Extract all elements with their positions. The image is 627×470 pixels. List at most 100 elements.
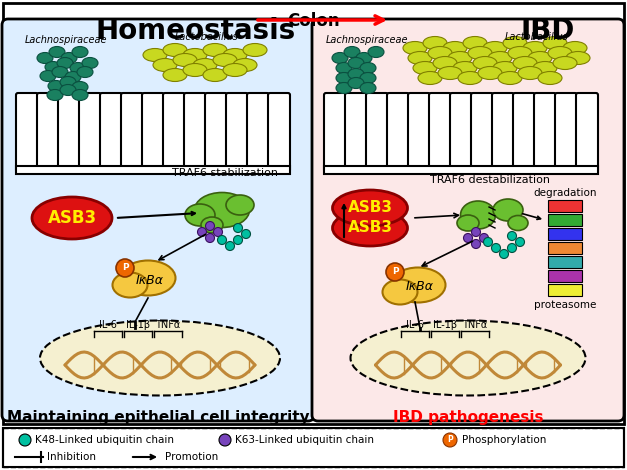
Ellipse shape — [348, 69, 364, 79]
Ellipse shape — [77, 66, 93, 78]
Ellipse shape — [185, 204, 215, 226]
Ellipse shape — [523, 41, 547, 55]
Ellipse shape — [203, 69, 227, 81]
Ellipse shape — [438, 66, 462, 79]
Ellipse shape — [418, 71, 442, 85]
Ellipse shape — [183, 63, 207, 77]
Ellipse shape — [194, 193, 250, 227]
Text: IκBα: IκBα — [406, 281, 434, 293]
Ellipse shape — [201, 217, 223, 233]
Ellipse shape — [563, 41, 587, 55]
Circle shape — [492, 243, 500, 252]
Ellipse shape — [223, 48, 247, 62]
Ellipse shape — [413, 62, 437, 75]
Ellipse shape — [173, 54, 197, 66]
FancyBboxPatch shape — [79, 93, 101, 172]
Text: Lachnospiraceae: Lachnospiraceae — [326, 35, 409, 45]
FancyBboxPatch shape — [576, 93, 598, 172]
Ellipse shape — [193, 58, 217, 71]
Ellipse shape — [226, 195, 254, 215]
Ellipse shape — [528, 52, 552, 64]
Text: ASB3: ASB3 — [48, 209, 97, 227]
Ellipse shape — [468, 47, 492, 60]
Circle shape — [500, 250, 508, 259]
FancyBboxPatch shape — [226, 93, 248, 172]
FancyBboxPatch shape — [492, 93, 514, 172]
Bar — [548, 228, 582, 240]
FancyBboxPatch shape — [366, 93, 388, 172]
Text: P: P — [447, 436, 453, 445]
Ellipse shape — [453, 62, 477, 75]
FancyBboxPatch shape — [408, 93, 430, 172]
Bar — [3, 3, 624, 424]
FancyBboxPatch shape — [429, 93, 451, 172]
Text: proteasome: proteasome — [534, 300, 596, 310]
Bar — [548, 270, 582, 282]
Text: Lactobacillus: Lactobacillus — [175, 32, 239, 42]
Ellipse shape — [70, 63, 86, 73]
Bar — [3, 428, 624, 467]
Text: IL-6: IL-6 — [99, 320, 117, 330]
Ellipse shape — [243, 44, 267, 56]
Ellipse shape — [48, 80, 64, 92]
Text: Colon: Colon — [287, 12, 339, 30]
FancyBboxPatch shape — [345, 93, 367, 172]
Ellipse shape — [391, 267, 446, 303]
Ellipse shape — [49, 47, 65, 57]
FancyBboxPatch shape — [534, 93, 556, 172]
Text: IBD: IBD — [520, 17, 575, 45]
Circle shape — [480, 234, 488, 243]
FancyBboxPatch shape — [450, 93, 472, 172]
Text: TNFα: TNFα — [155, 320, 181, 330]
Ellipse shape — [350, 321, 586, 395]
Circle shape — [198, 227, 206, 236]
Circle shape — [472, 227, 480, 236]
Ellipse shape — [458, 71, 482, 85]
Ellipse shape — [533, 62, 557, 75]
Bar — [324, 166, 598, 174]
Ellipse shape — [460, 201, 495, 229]
Ellipse shape — [336, 63, 352, 73]
Text: Lachnospiraceae: Lachnospiraceae — [25, 35, 107, 45]
FancyBboxPatch shape — [16, 93, 38, 172]
Circle shape — [233, 224, 243, 233]
Ellipse shape — [336, 72, 352, 84]
Circle shape — [206, 234, 214, 243]
Text: Phosphorylation: Phosphorylation — [462, 435, 546, 445]
FancyBboxPatch shape — [58, 93, 80, 172]
Text: degradation: degradation — [533, 188, 597, 198]
Circle shape — [218, 235, 226, 244]
Ellipse shape — [57, 57, 73, 69]
FancyBboxPatch shape — [163, 93, 185, 172]
Text: Lactobacillus: Lactobacillus — [505, 32, 569, 42]
Text: IL-6: IL-6 — [406, 320, 424, 330]
Circle shape — [233, 235, 243, 244]
Ellipse shape — [566, 52, 590, 64]
Ellipse shape — [60, 85, 76, 95]
Ellipse shape — [52, 66, 68, 78]
Ellipse shape — [223, 63, 247, 77]
Ellipse shape — [40, 70, 56, 81]
Ellipse shape — [508, 47, 532, 60]
Text: P: P — [122, 264, 129, 273]
Ellipse shape — [348, 78, 364, 88]
Ellipse shape — [493, 199, 523, 221]
Ellipse shape — [143, 48, 167, 62]
FancyBboxPatch shape — [2, 19, 314, 421]
Ellipse shape — [493, 62, 517, 75]
Text: K63-Linked ubiquitin chain: K63-Linked ubiquitin chain — [235, 435, 374, 445]
Ellipse shape — [163, 44, 187, 56]
Text: Maintaining epithelial cell integrity: Maintaining epithelial cell integrity — [7, 410, 309, 425]
Ellipse shape — [344, 47, 360, 57]
FancyBboxPatch shape — [312, 19, 624, 421]
FancyBboxPatch shape — [184, 93, 206, 172]
Ellipse shape — [336, 83, 352, 94]
Text: Promotion: Promotion — [165, 452, 218, 462]
Bar — [548, 214, 582, 226]
Bar — [548, 284, 582, 296]
Ellipse shape — [382, 280, 418, 305]
Ellipse shape — [203, 44, 227, 56]
Circle shape — [507, 232, 517, 241]
Text: IBD pathogenesis: IBD pathogenesis — [393, 410, 543, 425]
Ellipse shape — [483, 41, 507, 55]
